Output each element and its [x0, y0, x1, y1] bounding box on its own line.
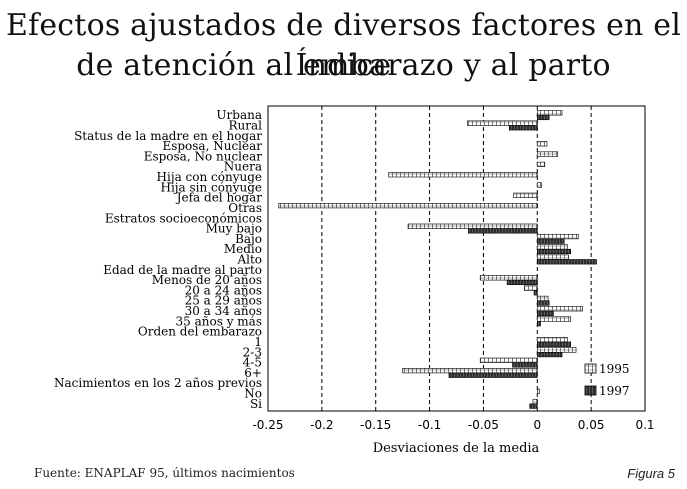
figure-label: Figura 5 — [627, 466, 675, 481]
bar-1995 — [536, 347, 577, 353]
x-tick-label: -0.15 — [360, 418, 391, 432]
bar-1995 — [466, 120, 538, 126]
category-label: Otras — [228, 201, 262, 215]
bar-1995 — [388, 172, 538, 178]
category-label: Status de la madre en el hogar — [74, 129, 262, 143]
category-label: 20 a 24 años — [185, 283, 262, 297]
bar-1995 — [536, 161, 546, 168]
category-label: Jefa del hogar — [175, 191, 263, 205]
bar-1995 — [513, 192, 538, 198]
bar-1995 — [536, 295, 549, 302]
category-label: Hija sin cónyuge — [161, 180, 263, 194]
bar-1997 — [536, 114, 550, 121]
x-tick-label: -0.25 — [252, 418, 283, 432]
source-note: Fuente: ENAPLAF 95, últimos nacimientos — [34, 466, 295, 480]
bar-1997 — [536, 248, 571, 255]
bar-1995 — [536, 110, 563, 116]
bar-1995 — [407, 223, 538, 229]
bar-1997 — [536, 341, 571, 347]
x-tick-label: -0.05 — [468, 418, 499, 432]
category-label: Esposa, Nuclear — [162, 139, 262, 153]
category-label: No — [244, 387, 262, 401]
bar-1997 — [536, 259, 597, 265]
category-label: Orden del embarazo — [138, 325, 262, 339]
bar-1997 — [506, 279, 538, 286]
bar-1995 — [479, 275, 538, 281]
bar-1995 — [479, 357, 538, 363]
category-label: 4-5 — [243, 356, 262, 370]
category-label: Nacimientos en los 2 años previos — [54, 376, 262, 390]
bar-1995 — [536, 388, 540, 394]
bar-1995 — [536, 151, 559, 157]
category-label: 30 a 34 años — [185, 304, 262, 318]
category-label: 35 años y más — [176, 314, 262, 328]
bar-1995 — [536, 316, 571, 322]
category-label: Muy bajo — [206, 222, 262, 236]
category-label: Edad de la madre al parto — [103, 263, 262, 277]
bar-1995 — [402, 368, 538, 374]
category-label: Si — [250, 397, 262, 411]
category-label: Menos de 20 años — [152, 273, 262, 287]
bar-1997 — [508, 125, 538, 131]
bar-1997 — [536, 351, 563, 358]
bar-1995 — [536, 141, 548, 147]
category-label: Nuera — [224, 160, 262, 174]
legend-swatch-1995 — [584, 363, 597, 374]
chart-title-line-2: de atención al embarazo y al parto — [76, 48, 611, 83]
plot-area — [267, 105, 646, 412]
bar-1997 — [448, 372, 538, 378]
bar-1995 — [536, 337, 568, 343]
legend: 1995 1997 — [584, 362, 630, 398]
x-tick-label: 0.05 — [578, 418, 605, 432]
bar-1997 — [536, 300, 550, 306]
bar-1995 — [524, 285, 538, 291]
bar-1995 — [536, 254, 569, 260]
category-label: Estratos socioeconómicos — [105, 211, 262, 225]
category-label: 1 — [254, 335, 262, 349]
bar-1995 — [536, 182, 542, 188]
category-label: Hija con cónyuge — [157, 170, 262, 184]
bar-1997 — [533, 290, 538, 296]
bar-1995 — [536, 244, 568, 250]
legend-label-1995: 1995 — [599, 362, 630, 376]
category-label: Medio — [224, 242, 262, 256]
bar-1995 — [278, 203, 538, 209]
bar-1995 — [536, 233, 579, 240]
legend-label-1997: 1997 — [599, 384, 630, 398]
category-label: 6+ — [244, 366, 262, 380]
x-tick-label: -0.2 — [310, 418, 333, 432]
category-label: 2-3 — [243, 345, 262, 359]
category-label: Urbana — [216, 108, 262, 122]
category-label: Bajo — [235, 232, 262, 246]
chart-title-line-1: Efectos ajustados de diversos factores e… — [5, 8, 682, 83]
x-tick-label: 0.1 — [635, 418, 654, 432]
bar-1995 — [532, 398, 538, 405]
bar-1997 — [529, 403, 538, 409]
category-label: Alto — [236, 253, 262, 267]
bar-1997 — [536, 321, 541, 327]
bar-1995 — [536, 306, 583, 312]
x-tick-label: -0.1 — [418, 418, 441, 432]
legend-swatch-1997 — [584, 385, 597, 396]
category-label: Esposa, No nuclear — [144, 149, 263, 163]
x-axis-title: Desviaciones de la media — [373, 441, 540, 456]
x-tick-label: 0 — [533, 418, 541, 432]
bar-1997 — [536, 238, 565, 244]
category-label: Rural — [229, 118, 263, 132]
bar-1997 — [468, 228, 538, 234]
bar-1997 — [536, 310, 554, 316]
category-label: 25 a 29 años — [185, 294, 262, 308]
bar-1997 — [512, 362, 538, 368]
